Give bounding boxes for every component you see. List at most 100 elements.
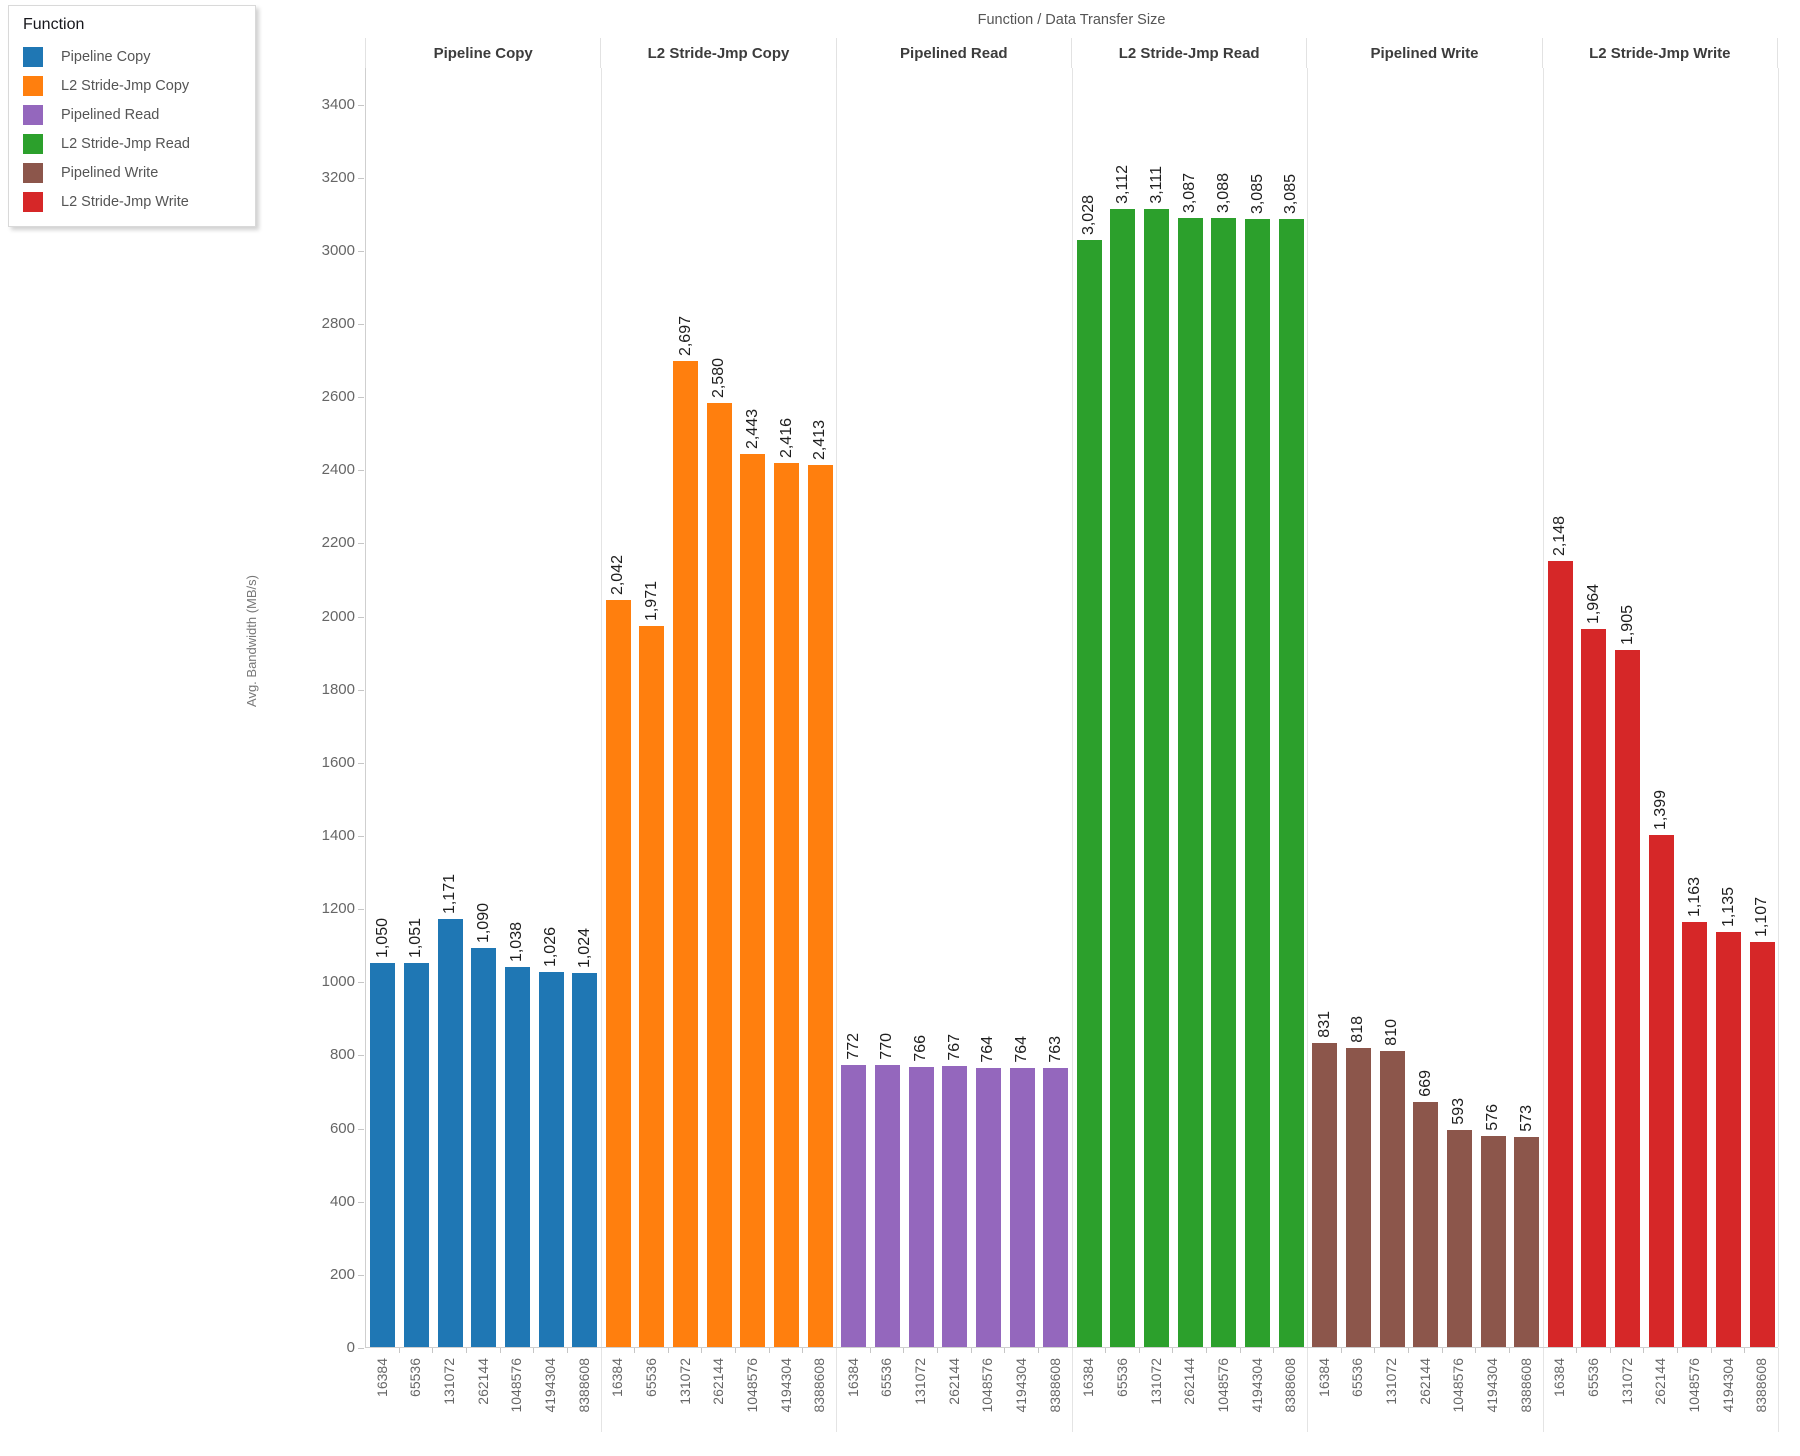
bar-pipeline-copy-65536[interactable] (403, 963, 429, 1347)
bar-l2-stride-jmp-write-16384[interactable] (1547, 561, 1573, 1347)
y-tick-label: 0 (346, 1339, 355, 1356)
y-tick-mark (358, 1055, 364, 1057)
bar-l2-stride-jmp-write-1048576[interactable] (1682, 922, 1708, 1347)
bar-value-label: 764 (1013, 1036, 1031, 1063)
column-header-pipelined-read: Pipelined Read (835, 38, 1071, 68)
bar-l2-stride-jmp-copy-131072[interactable] (673, 361, 699, 1347)
y-tick-label: 2000 (321, 607, 355, 625)
bar-pipelined-read-65536[interactable] (874, 1065, 900, 1347)
bar-l2-stride-jmp-copy-16384[interactable] (605, 600, 631, 1347)
bar-pipelined-write-1048576[interactable] (1446, 1130, 1472, 1347)
bar-pipelined-write-8388608[interactable] (1514, 1137, 1540, 1347)
bar-pipeline-copy-131072[interactable] (437, 919, 463, 1347)
y-tick-label: 2400 (321, 461, 355, 479)
bar-l2-stride-jmp-read-8388608[interactable] (1278, 219, 1304, 1347)
x-tick-mark (465, 1348, 467, 1353)
bar-value-label: 770 (878, 1033, 896, 1060)
bar-l2-stride-jmp-read-262144[interactable] (1177, 218, 1203, 1347)
bar-l2-stride-jmp-copy-8388608[interactable] (807, 465, 833, 1347)
x-tick-mark (903, 1348, 905, 1353)
plot-area: 1,050 1,051 1,171 1,090 1,038 1,026 1,024 2,042… (365, 68, 1779, 1348)
x-tick-mark (1744, 1348, 1746, 1353)
legend-swatch-icon (23, 46, 43, 67)
x-tick-label-1048576: 1048576 (979, 1358, 996, 1413)
x-tick-mark (1239, 1348, 1241, 1353)
legend-item-l2-stride-jmp-read[interactable]: L2 Stride-Jmp Read (9, 129, 255, 158)
legend-item-pipelined-write[interactable]: Pipelined Write (9, 158, 255, 187)
x-tick-label-131072: 131072 (912, 1358, 929, 1405)
bar-pipelined-write-65536[interactable] (1345, 1048, 1371, 1347)
bar-pipelined-write-16384[interactable] (1312, 1043, 1338, 1347)
y-tick-label: 800 (329, 1046, 355, 1064)
y-tick-mark (358, 616, 364, 618)
x-tick-mark (1677, 1348, 1679, 1353)
x-tick-label-65536: 65536 (1113, 1358, 1130, 1397)
bar-l2-stride-jmp-copy-262144[interactable] (706, 403, 732, 1347)
bar-value-label: 2,697 (676, 315, 694, 356)
bar-l2-stride-jmp-read-65536[interactable] (1110, 209, 1136, 1347)
bar-pipelined-read-131072[interactable] (908, 1067, 934, 1347)
x-tick-mark (1273, 1348, 1275, 1353)
bar-value-label: 1,024 (575, 927, 593, 968)
bar-value-label: 669 (1416, 1070, 1434, 1097)
legend-item-pipelined-read[interactable]: Pipelined Read (9, 100, 255, 129)
legend-swatch-icon (23, 104, 43, 125)
bar-pipelined-read-16384[interactable] (841, 1065, 867, 1347)
x-tick-mark (1138, 1348, 1140, 1353)
legend-item-l2-stride-jmp-write[interactable]: L2 Stride-Jmp Write (9, 187, 255, 216)
bar-pipelined-read-8388608[interactable] (1043, 1068, 1069, 1347)
x-tick-label-65536: 65536 (878, 1358, 895, 1397)
bar-l2-stride-jmp-write-131072[interactable] (1615, 650, 1641, 1347)
legend-items: Pipeline Copy L2 Stride-Jmp Copy Pipelined… (9, 42, 255, 216)
x-tick-label-262144: 262144 (1416, 1358, 1433, 1405)
bar-pipeline-copy-8388608[interactable] (572, 973, 598, 1347)
bar-pipeline-copy-262144[interactable] (471, 948, 497, 1347)
x-tick-label-16384: 16384 (1551, 1358, 1568, 1397)
bar-value-label: 3,112 (1113, 165, 1131, 204)
bar-value-label: 772 (844, 1033, 862, 1060)
x-tick-mark (1340, 1348, 1342, 1353)
bar-pipelined-read-1048576[interactable] (975, 1068, 1001, 1347)
x-tick-mark (499, 1348, 501, 1353)
bar-value-label: 1,399 (1652, 789, 1670, 830)
bar-pipeline-copy-16384[interactable] (370, 963, 396, 1347)
y-tick-mark (358, 1201, 364, 1203)
bar-l2-stride-jmp-read-131072[interactable] (1144, 209, 1170, 1347)
bar-l2-stride-jmp-copy-1048576[interactable] (740, 454, 766, 1347)
bar-pipelined-write-262144[interactable] (1413, 1102, 1439, 1347)
y-tick-label: 2800 (321, 315, 355, 332)
bar-value-label: 1,090 (474, 902, 492, 943)
bar-l2-stride-jmp-read-1048576[interactable] (1211, 218, 1237, 1347)
bar-pipelined-write-131072[interactable] (1379, 1051, 1405, 1347)
legend-item-label: L2 Stride-Jmp Read (61, 135, 190, 152)
legend-item-l2-stride-jmp-copy[interactable]: L2 Stride-Jmp Copy (9, 71, 255, 100)
bar-pipelined-write-4194304[interactable] (1480, 1136, 1506, 1347)
bar-pipelined-read-4194304[interactable] (1009, 1068, 1035, 1347)
bar-l2-stride-jmp-read-4194304[interactable] (1245, 219, 1271, 1347)
bar-pipelined-read-262144[interactable] (942, 1066, 968, 1347)
legend-item-pipeline-copy[interactable]: Pipeline Copy (9, 42, 255, 71)
bar-l2-stride-jmp-write-262144[interactable] (1648, 835, 1674, 1347)
x-tick-label-65536: 65536 (642, 1358, 659, 1397)
y-tick-mark (358, 177, 364, 179)
y-tick-label: 1600 (321, 753, 355, 771)
chart-title: Function / Data Transfer Size (977, 12, 1166, 28)
y-tick-mark (358, 250, 364, 252)
bar-value-label: 1,051 (407, 917, 425, 958)
x-axis: 16384 65536 131072 262144 1048576 4194304 8388… (365, 1348, 1779, 1456)
bar-l2-stride-jmp-write-65536[interactable] (1581, 629, 1607, 1347)
bar-l2-stride-jmp-write-8388608[interactable] (1749, 942, 1775, 1347)
y-tick-mark (358, 543, 364, 545)
bar-pipeline-copy-1048576[interactable] (504, 967, 530, 1347)
y-tick-label: 3400 (321, 95, 355, 113)
bar-value-label: 763 (1046, 1036, 1064, 1063)
x-tick-label-16384: 16384 (373, 1358, 390, 1397)
legend-swatch-icon (23, 162, 43, 183)
bar-l2-stride-jmp-read-16384[interactable] (1076, 240, 1102, 1347)
bar-l2-stride-jmp-copy-4194304[interactable] (774, 463, 800, 1347)
bar-l2-stride-jmp-copy-65536[interactable] (639, 626, 665, 1347)
x-tick-mark (768, 1348, 770, 1353)
bar-l2-stride-jmp-write-4194304[interactable] (1716, 932, 1742, 1347)
x-tick-mark (432, 1348, 434, 1353)
bar-pipeline-copy-4194304[interactable] (538, 972, 564, 1347)
